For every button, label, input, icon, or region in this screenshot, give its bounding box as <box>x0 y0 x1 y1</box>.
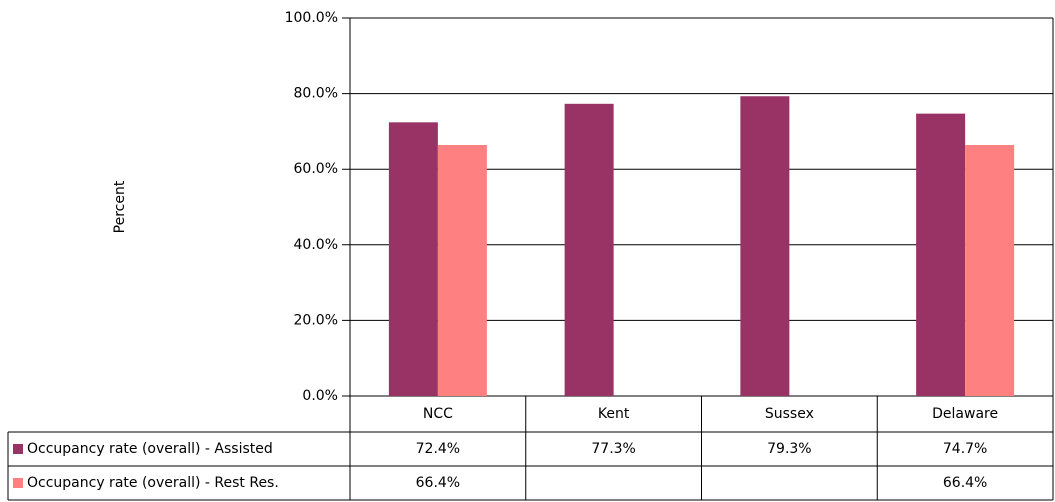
x-tick-label: Delaware <box>932 406 998 422</box>
legend-label: Occupancy rate (overall) - Rest Res. <box>27 475 279 491</box>
bar <box>437 145 487 396</box>
table-value: 79.3% <box>767 441 811 457</box>
bar <box>388 122 438 396</box>
table-value: 66.4% <box>416 475 460 491</box>
y-tick-label: 100.0% <box>285 10 338 26</box>
x-tick-label: Sussex <box>765 406 814 422</box>
legend-swatch <box>13 444 23 454</box>
bar <box>564 103 614 396</box>
y-tick-label: 80.0% <box>294 86 338 102</box>
y-tick-label: 40.0% <box>294 237 338 253</box>
legend-label: Occupancy rate (overall) - Assisted <box>27 441 273 457</box>
x-tick-label: NCC <box>423 406 453 422</box>
bar <box>916 113 966 396</box>
table-value: 72.4% <box>416 441 460 457</box>
x-tick-label: Kent <box>598 406 630 422</box>
y-tick-label: 20.0% <box>294 312 338 328</box>
table-value: 77.3% <box>591 441 635 457</box>
y-axis-label: Percent <box>112 180 128 233</box>
bar <box>740 96 790 396</box>
bar <box>965 145 1015 396</box>
y-tick-label: 60.0% <box>294 161 338 177</box>
legend-swatch <box>13 478 23 488</box>
y-tick-label: 0.0% <box>302 388 338 404</box>
table-value: 74.7% <box>943 441 987 457</box>
table-value: 66.4% <box>943 475 987 491</box>
